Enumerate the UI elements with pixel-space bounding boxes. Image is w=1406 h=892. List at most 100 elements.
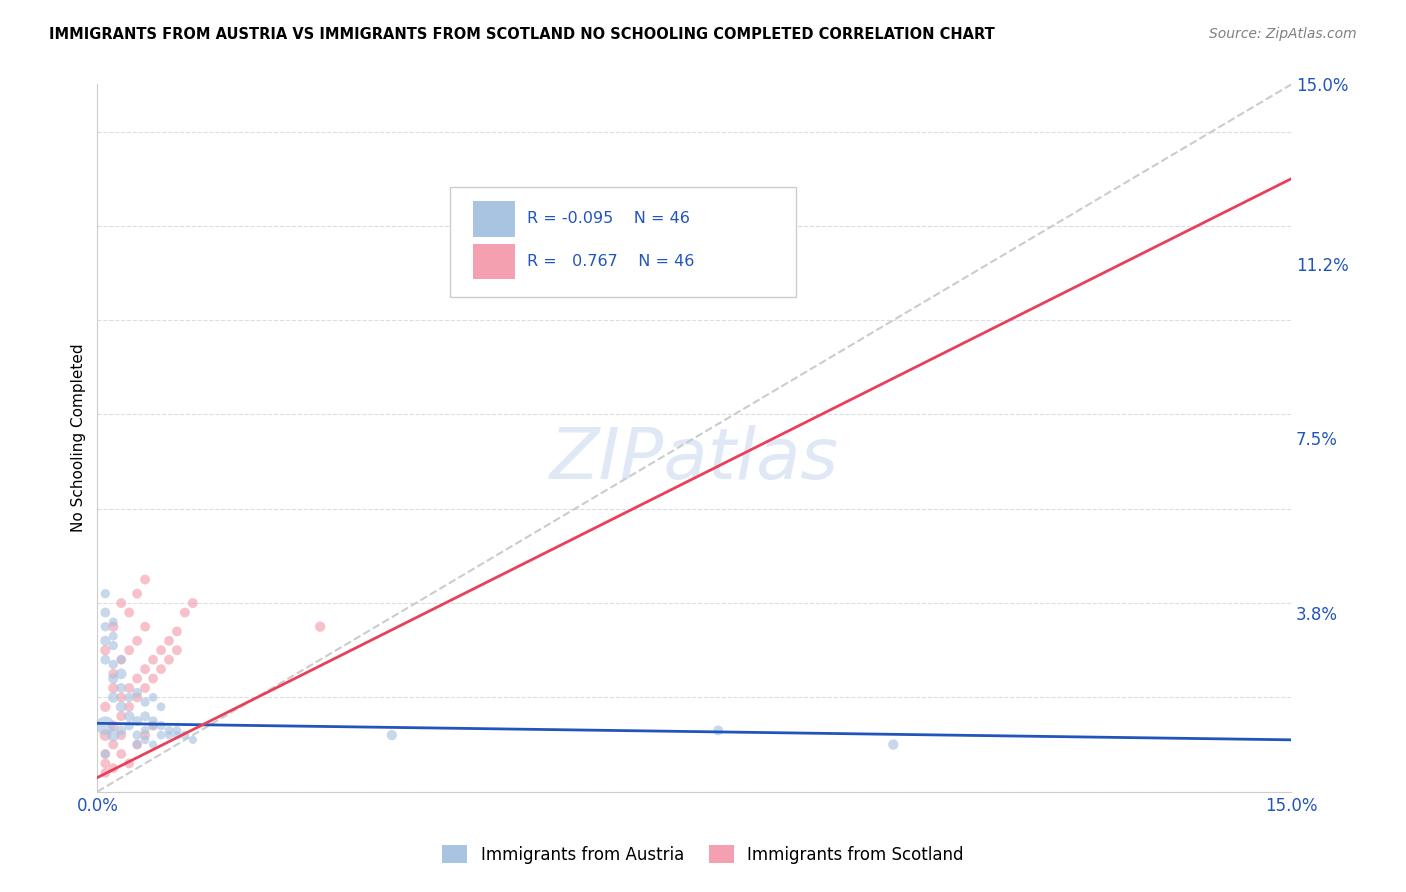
Point: [94, 756, 117, 771]
Point: [142, 672, 165, 686]
Point: [882, 738, 904, 752]
Point: [707, 723, 730, 738]
Point: [94, 747, 117, 761]
Point: [94, 653, 117, 667]
Point: [94, 719, 117, 733]
Point: [309, 620, 332, 634]
Point: [103, 657, 125, 672]
Point: [110, 690, 132, 705]
Text: R =   0.767    N = 46: R = 0.767 N = 46: [527, 253, 695, 268]
Point: [142, 719, 165, 733]
Point: [134, 681, 156, 695]
Point: [157, 633, 180, 648]
Point: [103, 738, 125, 752]
Point: [94, 747, 117, 761]
Point: [127, 690, 149, 705]
Point: [127, 728, 149, 742]
Point: [127, 738, 149, 752]
Point: [94, 699, 117, 714]
Point: [134, 723, 156, 738]
Point: [118, 690, 141, 705]
Point: [134, 620, 156, 634]
Point: [118, 709, 141, 723]
Point: [134, 662, 156, 676]
Point: [103, 629, 125, 643]
Point: [103, 719, 125, 733]
Point: [110, 596, 132, 610]
Point: [110, 681, 132, 695]
Point: [157, 723, 180, 738]
Point: [142, 690, 165, 705]
Point: [564, 266, 586, 280]
Text: ZIPatlas: ZIPatlas: [550, 425, 839, 494]
Text: IMMIGRANTS FROM AUSTRIA VS IMMIGRANTS FROM SCOTLAND NO SCHOOLING COMPLETED CORRE: IMMIGRANTS FROM AUSTRIA VS IMMIGRANTS FR…: [49, 27, 995, 42]
Point: [134, 573, 156, 587]
Point: [166, 624, 188, 639]
Point: [103, 761, 125, 775]
Point: [381, 728, 404, 742]
FancyBboxPatch shape: [474, 201, 515, 236]
Point: [110, 653, 132, 667]
Point: [103, 672, 125, 686]
Point: [134, 695, 156, 709]
Point: [127, 633, 149, 648]
Point: [94, 620, 117, 634]
Point: [127, 672, 149, 686]
Point: [181, 732, 204, 747]
Point: [150, 728, 173, 742]
Point: [110, 723, 132, 738]
Point: [110, 699, 132, 714]
Text: R = -0.095    N = 46: R = -0.095 N = 46: [527, 211, 690, 227]
Point: [110, 747, 132, 761]
Point: [157, 728, 180, 742]
Point: [118, 606, 141, 620]
Legend: Immigrants from Austria, Immigrants from Scotland: Immigrants from Austria, Immigrants from…: [436, 838, 970, 871]
Point: [118, 681, 141, 695]
Point: [134, 709, 156, 723]
Text: Source: ZipAtlas.com: Source: ZipAtlas.com: [1209, 27, 1357, 41]
Point: [150, 719, 173, 733]
Y-axis label: No Schooling Completed: No Schooling Completed: [72, 343, 86, 533]
Point: [174, 606, 197, 620]
Point: [103, 620, 125, 634]
Point: [142, 653, 165, 667]
Point: [142, 719, 165, 733]
Point: [127, 714, 149, 728]
Point: [118, 643, 141, 657]
Point: [94, 728, 117, 742]
Point: [110, 666, 132, 681]
Point: [94, 643, 117, 657]
Point: [118, 719, 141, 733]
Point: [103, 615, 125, 629]
Point: [103, 666, 125, 681]
Point: [94, 606, 117, 620]
Point: [166, 643, 188, 657]
Point: [134, 728, 156, 742]
Point: [150, 662, 173, 676]
Point: [103, 728, 125, 742]
Point: [127, 587, 149, 601]
Point: [110, 709, 132, 723]
Point: [166, 728, 188, 742]
FancyBboxPatch shape: [450, 187, 796, 297]
Point: [110, 653, 132, 667]
Point: [166, 723, 188, 738]
Point: [103, 639, 125, 653]
FancyBboxPatch shape: [474, 244, 515, 279]
Point: [142, 738, 165, 752]
Point: [174, 728, 197, 742]
Point: [110, 728, 132, 742]
Point: [150, 699, 173, 714]
Point: [103, 690, 125, 705]
Point: [94, 587, 117, 601]
Point: [181, 596, 204, 610]
Point: [94, 765, 117, 780]
Point: [134, 732, 156, 747]
Point: [142, 714, 165, 728]
Point: [118, 756, 141, 771]
Point: [94, 633, 117, 648]
Point: [118, 699, 141, 714]
Point: [150, 643, 173, 657]
Point: [157, 653, 180, 667]
Point: [103, 681, 125, 695]
